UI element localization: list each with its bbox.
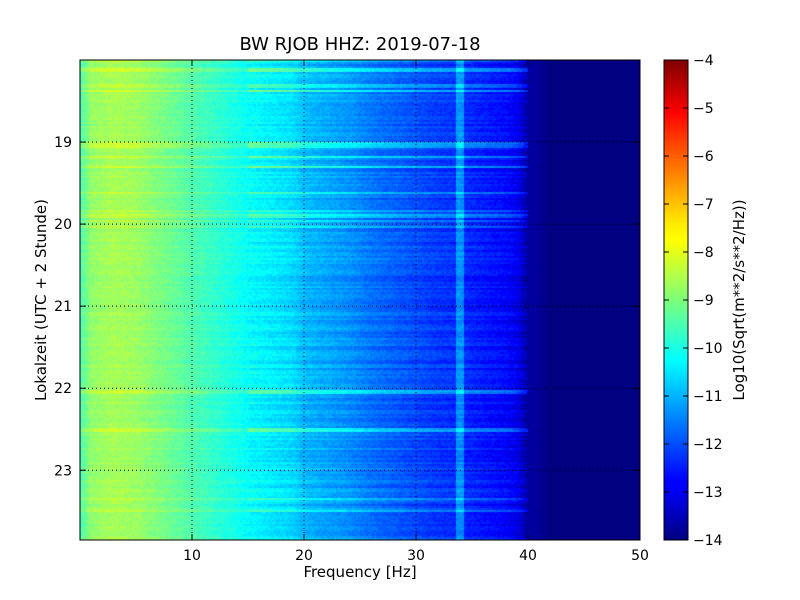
- y-tick-label: 23: [54, 463, 72, 479]
- grid-lines: [80, 60, 640, 540]
- plot-frame: [79, 59, 641, 541]
- y-tick-label: 21: [54, 299, 72, 315]
- colorbar-tick-label: −12: [693, 437, 723, 453]
- x-tick-label: 10: [183, 548, 201, 564]
- y-tick-label: 22: [54, 381, 72, 397]
- y-tick-label: 19: [54, 135, 72, 151]
- x-tick-label: 20: [295, 548, 313, 564]
- x-tick-label: 30: [407, 548, 425, 564]
- colorbar-tick-label: −7: [693, 197, 714, 213]
- y-axis: 19 20 21 22 23: [54, 135, 640, 479]
- colorbar-label: Log10(Sqrt(m**2/s**2/Hz)): [730, 199, 748, 400]
- colorbar-tick-label: −8: [693, 245, 714, 261]
- x-tick-label: 40: [519, 548, 537, 564]
- x-tick-label: 50: [631, 548, 649, 564]
- chart-title: BW RJOB HHZ: 2019-07-18: [239, 34, 480, 55]
- colorbar-ticks: −4 −5 −6 −7 −8 −9 −10 −11 −12 −13 −14: [664, 53, 723, 549]
- colorbar-tick-label: −13: [693, 485, 723, 501]
- y-tick-label: 20: [54, 217, 72, 233]
- y-axis-label: Lokalzeit (UTC + 2 Stunde): [32, 199, 50, 401]
- colorbar-tick-label: −14: [693, 533, 723, 549]
- colorbar-tick-label: −9: [693, 293, 714, 309]
- colorbar-tick-label: −11: [693, 389, 723, 405]
- x-axis-label: Frequency [Hz]: [303, 563, 416, 581]
- spectrogram-image: [80, 60, 640, 540]
- plot-area: [80, 60, 640, 540]
- colorbar-tick-label: −5: [693, 101, 714, 117]
- colorbar-tick-label: −10: [693, 341, 723, 357]
- colorbar-tick-label: −6: [693, 149, 714, 165]
- colorbar-tick-label: −4: [693, 53, 714, 69]
- x-axis: 10 20 30 40 50: [183, 60, 649, 564]
